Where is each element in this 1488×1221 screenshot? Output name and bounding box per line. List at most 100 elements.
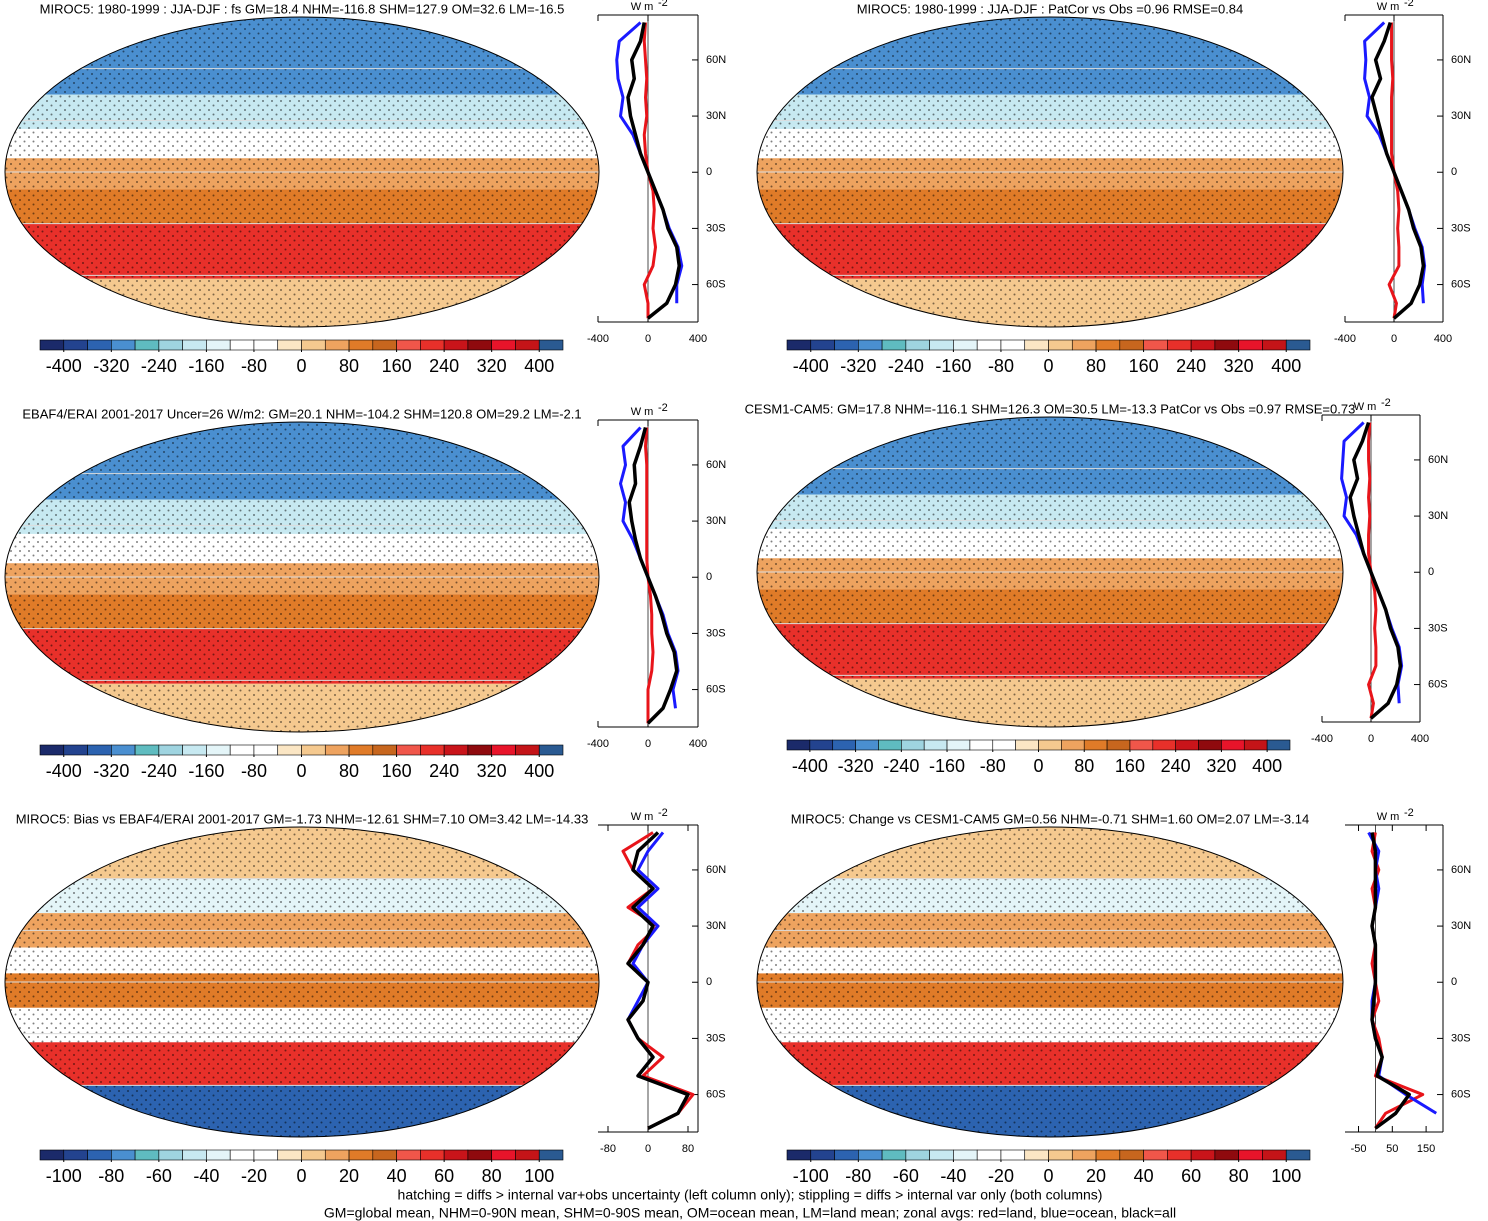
colorbar-tick-label: -160	[935, 356, 971, 376]
colorbar-box	[348, 744, 374, 756]
colorbar-tick-label: -40	[940, 1166, 966, 1186]
colorbar-tick-label: 240	[1176, 356, 1206, 376]
colorbar-box	[443, 1149, 469, 1161]
colorbar-box	[206, 339, 231, 351]
colorbar-box	[1266, 739, 1291, 751]
colorbar-tick-label: -320	[93, 761, 129, 781]
colorbar-tick-label: 0	[1043, 356, 1053, 376]
colorbar-tick-label: -60	[146, 1166, 172, 1186]
x-tick-label: 400	[689, 738, 707, 750]
colorbar-box	[396, 744, 421, 756]
colorbar-box	[372, 744, 397, 756]
colorbar-box	[134, 1149, 160, 1161]
colorbar-tick-label: -40	[193, 1166, 219, 1186]
colorbar-box	[1048, 339, 1073, 351]
colorbar-box	[515, 744, 540, 756]
panel: MIROC5: Change vs CESM1-CAM5 GM=0.56 NHM…	[756, 807, 1471, 1186]
colorbar-tick-label: -20	[988, 1166, 1014, 1186]
colorbar-tick-label: -160	[188, 761, 224, 781]
colorbar-box	[277, 744, 302, 756]
colorbar-tick-label: -400	[793, 356, 829, 376]
x-tick-label: -50	[1351, 1143, 1367, 1155]
colorbar-box	[134, 339, 160, 351]
colorbar-box	[786, 739, 811, 751]
colorbar-tick-label: 80	[339, 761, 359, 781]
colorbar-tick-label: -80	[241, 761, 267, 781]
colorbar-box	[420, 339, 445, 351]
colorbar-box	[1129, 739, 1154, 751]
y-tick-label: 30N	[706, 110, 726, 122]
y-tick-label: 30S	[706, 627, 726, 639]
x-axis-label: W m	[1354, 401, 1377, 413]
colorbar-box	[372, 339, 397, 351]
panel-title: MIROC5: Bias vs EBAF4/ERAI 2001-2017 GM=…	[16, 811, 589, 826]
footnote: hatching = diffs > internal var+obs unce…	[398, 1187, 1103, 1203]
x-axis-label-sup: -2	[1404, 807, 1414, 819]
colorbar-box	[538, 1149, 564, 1161]
colorbar-box	[878, 739, 902, 751]
zonal-line	[627, 427, 679, 725]
colorbar-box	[1243, 739, 1268, 751]
colorbar-box	[1143, 339, 1168, 351]
colorbar-box	[832, 739, 856, 751]
colorbar-box	[39, 744, 65, 756]
colorbar-box	[1119, 1149, 1144, 1161]
colorbar-box	[301, 744, 326, 756]
y-tick-label: 60S	[706, 1088, 726, 1100]
colorbar-box	[63, 339, 88, 351]
y-tick-label: 60N	[706, 459, 726, 471]
colorbar-box	[810, 339, 835, 351]
x-tick-label: 400	[1411, 733, 1429, 745]
zonal-line	[626, 22, 681, 320]
zonal-line	[1370, 832, 1425, 1130]
colorbar-box	[976, 1149, 1002, 1161]
map-border	[4, 16, 600, 328]
x-tick-label: 0	[645, 333, 651, 345]
panel: MIROC5: 1980-1999 : JJA-DJF : fs GM=18.4…	[4, 0, 726, 376]
x-tick-label: -400	[587, 738, 609, 750]
colorbar-box	[809, 739, 834, 751]
colorbar-box	[905, 339, 930, 351]
x-axis-label-sup: -2	[658, 402, 668, 414]
colorbar-tick-label: -400	[792, 756, 828, 776]
colorbar-box	[324, 339, 350, 351]
colorbar-tick-label: 80	[1229, 1166, 1249, 1186]
colorbar-box	[905, 1149, 930, 1161]
colorbar-tick-label: 60	[434, 1166, 454, 1186]
colorbar-box	[1000, 339, 1026, 351]
y-tick-label: 0	[706, 571, 712, 583]
x-tick-label: 50	[1386, 1143, 1398, 1155]
colorbar-tick-label: -240	[888, 356, 924, 376]
colorbar-tick-label: 160	[382, 356, 412, 376]
colorbar-box	[1095, 1149, 1121, 1161]
colorbar-box	[1221, 739, 1245, 751]
colorbar-box	[491, 1149, 516, 1161]
colorbar-box	[277, 1149, 302, 1161]
colorbar-box	[1190, 339, 1216, 351]
colorbar-tick-label: -160	[188, 356, 224, 376]
colorbar-tick-label: 80	[1074, 756, 1094, 776]
panel-title: EBAF4/ERAI 2001-2017 Uncer=26 W/m2: GM=2…	[22, 406, 581, 421]
x-tick-label: 150	[1417, 1143, 1435, 1155]
colorbar-box	[301, 1149, 326, 1161]
panel-title: MIROC5: 1980-1999 : JJA-DJF : fs GM=18.4…	[40, 1, 565, 16]
y-tick-label: 0	[1451, 976, 1457, 988]
colorbar-box	[1198, 739, 1222, 751]
colorbar-box	[855, 739, 879, 751]
colorbar-tick-label: 0	[296, 761, 306, 781]
colorbar-box	[515, 339, 540, 351]
colorbar-tick-label: 320	[477, 761, 507, 781]
colorbar-tick-label: -80	[98, 1166, 124, 1186]
colorbar-tick-label: 240	[1161, 756, 1191, 776]
colorbar-box	[946, 739, 971, 751]
colorbar-box	[206, 744, 231, 756]
colorbar-box	[87, 339, 112, 351]
x-tick-label: -400	[1311, 733, 1333, 745]
colorbar-box	[1262, 1149, 1287, 1161]
map-border	[4, 421, 600, 733]
map-border	[756, 16, 1344, 328]
x-tick-label: -400	[1334, 333, 1356, 345]
colorbar-box	[324, 1149, 350, 1161]
y-tick-label: 0	[706, 976, 712, 988]
colorbar-box	[87, 1149, 112, 1161]
